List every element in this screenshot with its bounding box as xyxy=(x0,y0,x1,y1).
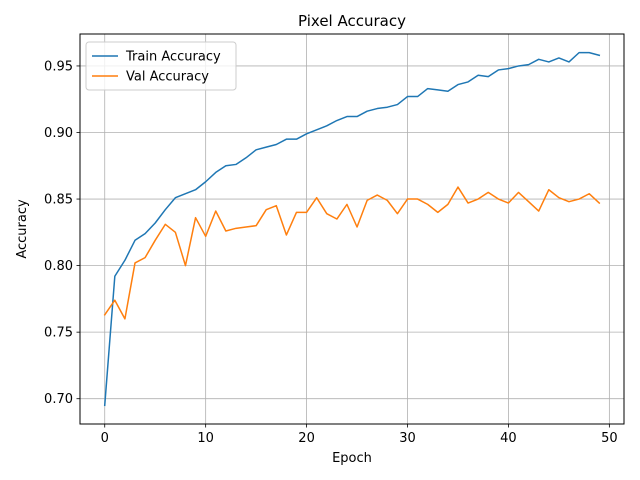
val-accuracy-line xyxy=(103,186,601,320)
y-axis-label: Accuracy xyxy=(15,199,30,259)
series-lines xyxy=(103,51,601,407)
x-tick-label: 20 xyxy=(298,431,315,446)
x-tick-label: 50 xyxy=(601,431,618,446)
legend-box xyxy=(85,41,237,91)
x-tick-label: 0 xyxy=(101,431,109,446)
legend: Train Accuracy Val Accuracy xyxy=(85,41,237,91)
x-tick-label: 30 xyxy=(399,431,416,446)
y-tick-label: 0.90 xyxy=(44,126,73,141)
x-axis-label: Epoch xyxy=(332,451,372,466)
y-tick-label: 0.70 xyxy=(44,392,73,407)
y-tick-label: 0.75 xyxy=(44,326,73,341)
y-tick-label: 0.95 xyxy=(44,59,73,74)
chart-title: Pixel Accuracy xyxy=(298,12,406,30)
y-tick-label: 0.85 xyxy=(44,193,73,208)
x-tick-label: 40 xyxy=(500,431,517,446)
train-accuracy-line xyxy=(103,51,601,407)
y-axis-ticks: 0.70 0.75 0.80 0.85 0.90 0.95 xyxy=(44,59,80,407)
x-axis-ticks: 0 10 20 30 40 50 xyxy=(101,424,618,446)
y-tick-label: 0.80 xyxy=(44,259,73,274)
plot-area-frame xyxy=(79,33,625,425)
legend-label-val: Val Accuracy xyxy=(126,70,209,85)
legend-label-train: Train Accuracy xyxy=(125,50,221,65)
x-tick-label: 10 xyxy=(197,431,214,446)
